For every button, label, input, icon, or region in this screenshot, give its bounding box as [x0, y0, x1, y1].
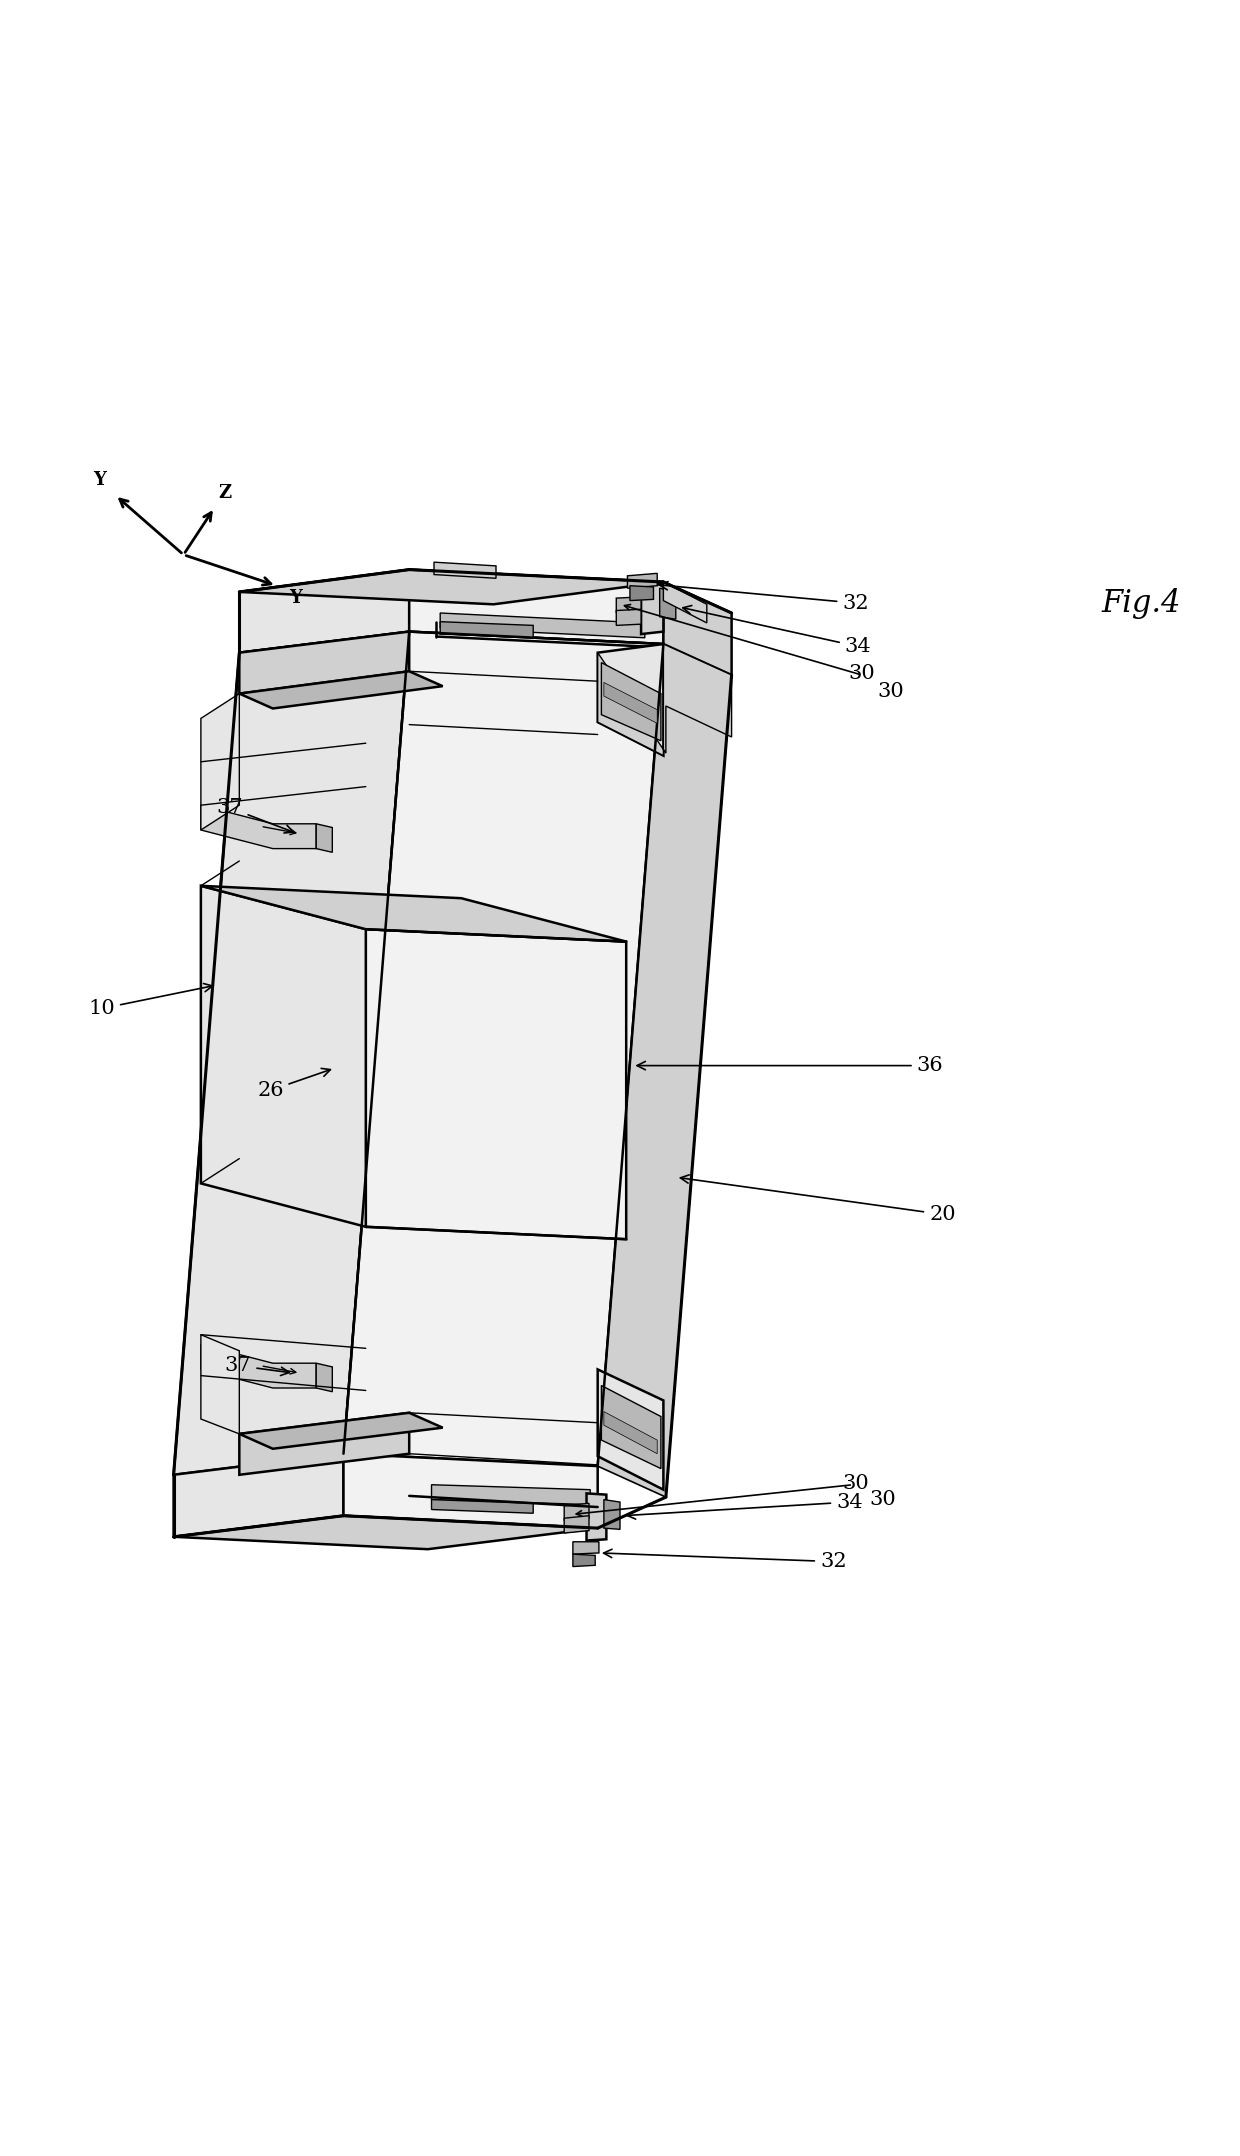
Polygon shape: [587, 1494, 606, 1542]
Polygon shape: [239, 569, 663, 604]
Polygon shape: [601, 1386, 661, 1468]
Polygon shape: [201, 886, 626, 942]
Polygon shape: [663, 582, 732, 675]
Polygon shape: [440, 621, 533, 638]
Polygon shape: [604, 1501, 620, 1529]
Polygon shape: [598, 645, 732, 755]
Text: 32: 32: [660, 582, 869, 612]
Text: 34: 34: [627, 1492, 863, 1520]
Polygon shape: [641, 584, 663, 634]
Polygon shape: [201, 1335, 239, 1434]
Polygon shape: [201, 694, 239, 830]
Polygon shape: [601, 662, 661, 742]
Text: 32: 32: [604, 1550, 847, 1572]
Polygon shape: [660, 589, 676, 619]
Polygon shape: [432, 1501, 533, 1514]
Polygon shape: [663, 582, 707, 623]
Polygon shape: [343, 632, 663, 1466]
Polygon shape: [598, 645, 663, 755]
Polygon shape: [201, 886, 366, 1227]
Text: 30: 30: [848, 664, 875, 683]
Polygon shape: [564, 1516, 589, 1533]
Polygon shape: [201, 804, 316, 849]
Text: 30: 30: [869, 1490, 897, 1509]
Text: 34: 34: [683, 606, 872, 655]
Polygon shape: [604, 1412, 657, 1453]
Polygon shape: [201, 1345, 316, 1388]
Polygon shape: [174, 1516, 598, 1550]
Text: 37: 37: [224, 1356, 289, 1376]
Polygon shape: [598, 1369, 663, 1490]
Polygon shape: [440, 612, 645, 638]
Polygon shape: [616, 597, 641, 612]
Polygon shape: [343, 1453, 598, 1529]
Polygon shape: [598, 645, 732, 1496]
Text: Fig.4: Fig.4: [1101, 589, 1180, 619]
Polygon shape: [239, 569, 409, 653]
Polygon shape: [409, 569, 663, 645]
Polygon shape: [630, 586, 653, 602]
Polygon shape: [627, 573, 657, 589]
Polygon shape: [573, 1542, 599, 1554]
Text: 20: 20: [681, 1175, 956, 1225]
Polygon shape: [434, 563, 496, 578]
Text: 36: 36: [637, 1056, 944, 1076]
Polygon shape: [239, 1412, 409, 1475]
Polygon shape: [573, 1554, 595, 1567]
Text: Z: Z: [218, 483, 231, 502]
Polygon shape: [316, 1363, 332, 1393]
Polygon shape: [239, 1412, 443, 1449]
Text: Y: Y: [93, 472, 105, 489]
Text: 26: 26: [257, 1069, 330, 1100]
Polygon shape: [174, 632, 409, 1475]
Polygon shape: [432, 1485, 590, 1505]
Text: 10: 10: [88, 983, 212, 1018]
Polygon shape: [564, 1503, 589, 1520]
Text: 30: 30: [842, 1475, 869, 1492]
Text: 30: 30: [877, 681, 904, 701]
Polygon shape: [239, 671, 443, 709]
Polygon shape: [366, 929, 626, 1240]
Polygon shape: [174, 1453, 343, 1537]
Polygon shape: [316, 824, 332, 852]
Polygon shape: [239, 632, 409, 694]
Text: Y: Y: [289, 589, 301, 608]
Polygon shape: [616, 610, 641, 625]
Text: 37: 37: [216, 798, 294, 832]
Polygon shape: [604, 683, 657, 724]
